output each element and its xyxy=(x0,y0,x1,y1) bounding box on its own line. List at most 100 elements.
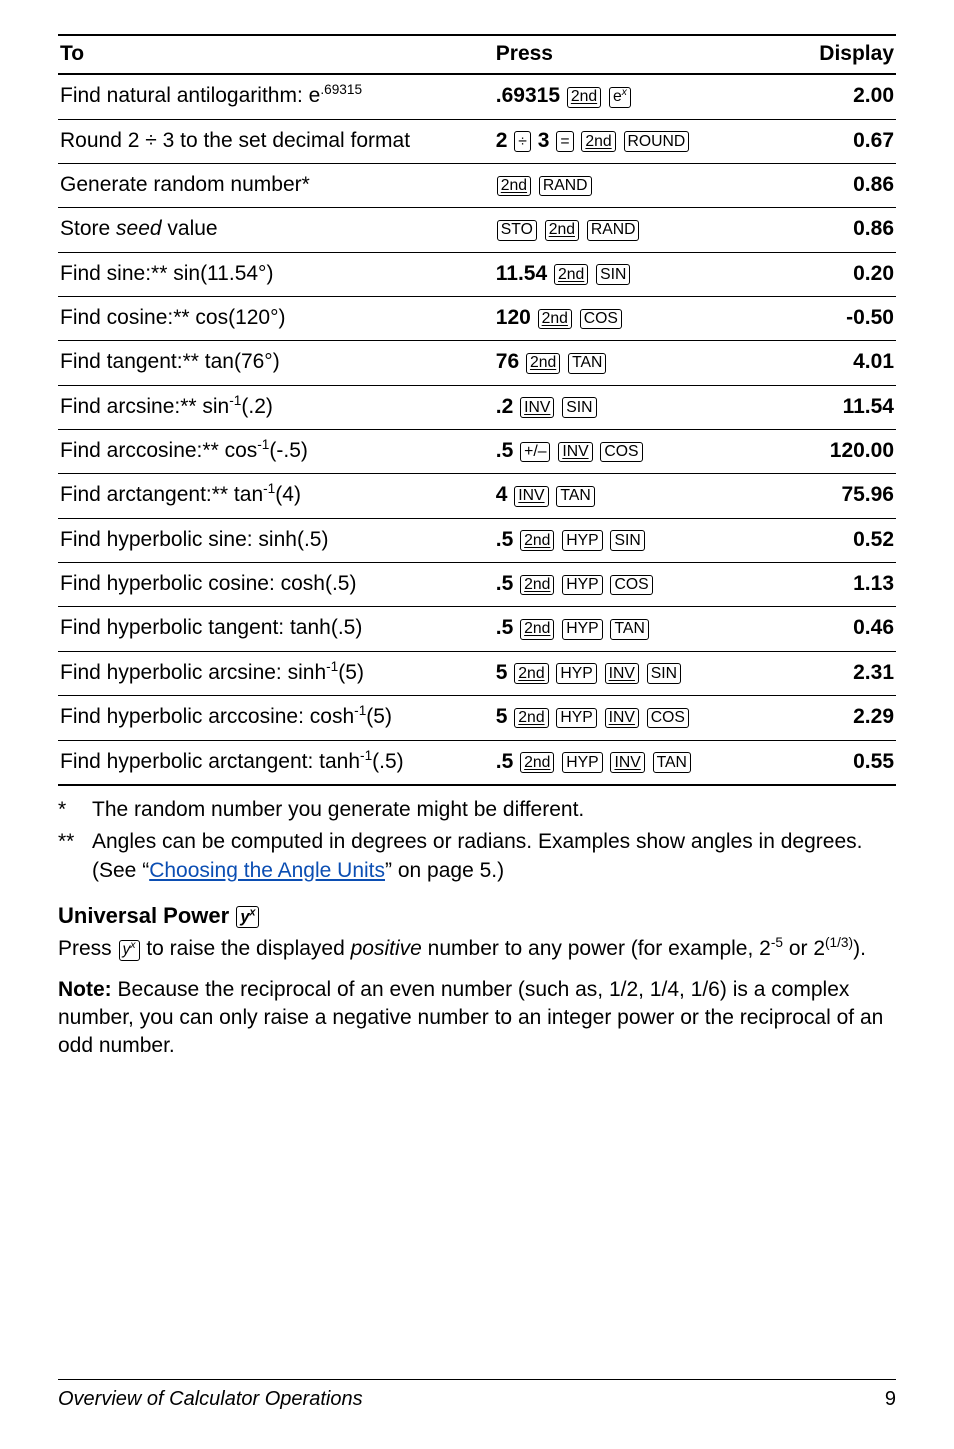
cell-display: 0.86 xyxy=(754,164,896,208)
footnote-mark: * xyxy=(58,796,92,824)
cell-to: Round 2 ÷ 3 to the set decimal format xyxy=(58,119,494,163)
cell-display: 0.52 xyxy=(754,518,896,562)
cell-press: 5 2nd HYP INV SIN xyxy=(494,651,754,695)
key-rand: RAND xyxy=(539,176,592,197)
footer-title: Overview of Calculator Operations xyxy=(58,1386,363,1413)
cell-press: .5 2nd HYP COS xyxy=(494,563,754,607)
key-2nd: 2nd xyxy=(514,708,548,729)
cell-to: Find arccosine:** cos-1(-.5) xyxy=(58,430,494,474)
cell-press: 11.54 2nd SIN xyxy=(494,252,754,296)
cell-display: 0.86 xyxy=(754,208,896,252)
table-row: Find arcsine:** sin-1(.2) .2 INV SIN 11.… xyxy=(58,385,896,429)
table-row: Find arccosine:** cos-1(-.5) .5 +/– INV … xyxy=(58,430,896,474)
footer-page-number: 9 xyxy=(885,1386,896,1413)
key-2nd: 2nd xyxy=(526,353,560,374)
key-sin: SIN xyxy=(610,530,644,551)
table-row: Find sine:** sin(11.54°) 11.54 2nd SIN 0… xyxy=(58,252,896,296)
key-sin: SIN xyxy=(647,663,681,684)
key-2nd: 2nd xyxy=(554,264,588,285)
header-press: Press xyxy=(494,35,754,74)
key-2nd: 2nd xyxy=(567,87,601,108)
cell-display: 0.67 xyxy=(754,119,896,163)
cell-press: 2nd RAND xyxy=(494,164,754,208)
key-inv: INV xyxy=(558,442,592,463)
section-heading: Universal Power yx xyxy=(58,903,896,929)
key-ex: ex xyxy=(609,87,631,108)
cell-to: Find arcsine:** sin-1(.2) xyxy=(58,385,494,429)
cell-to: Find cosine:** cos(120°) xyxy=(58,297,494,341)
cell-press: 2 ÷ 3 = 2nd ROUND xyxy=(494,119,754,163)
header-to: To xyxy=(58,35,494,74)
cell-to: Generate random number* xyxy=(58,164,494,208)
operations-table: To Press Display Find natural antilogari… xyxy=(58,34,896,786)
header-display: Display xyxy=(754,35,896,74)
cell-display: 1.13 xyxy=(754,563,896,607)
key-hyp: HYP xyxy=(562,752,602,773)
cell-display: 2.31 xyxy=(754,651,896,695)
paragraph: Press yx to raise the displayed positive… xyxy=(58,935,896,963)
key-equals: = xyxy=(556,131,573,152)
cell-press: .2 INV SIN xyxy=(494,385,754,429)
paragraph: Note: Because the reciprocal of an even … xyxy=(58,976,896,1061)
table-row: Find hyperbolic cosine: cosh(.5) .5 2nd … xyxy=(58,563,896,607)
key-tan: TAN xyxy=(556,486,594,507)
key-2nd: 2nd xyxy=(538,309,572,330)
key-inv: INV xyxy=(605,708,639,729)
cell-display: 0.20 xyxy=(754,252,896,296)
key-sin: SIN xyxy=(562,397,596,418)
table-row: Round 2 ÷ 3 to the set decimal format 2 … xyxy=(58,119,896,163)
key-cos: COS xyxy=(647,708,689,729)
key-2nd: 2nd xyxy=(581,131,615,152)
table-row: Find cosine:** cos(120°) 120 2nd COS -0.… xyxy=(58,297,896,341)
table-row: Find arctangent:** tan-1(4) 4 INV TAN 75… xyxy=(58,474,896,518)
cell-display: 0.46 xyxy=(754,607,896,651)
table-row: Find hyperbolic arccosine: cosh-1(5) 5 2… xyxy=(58,696,896,740)
key-cos: COS xyxy=(600,442,642,463)
cell-press: 76 2nd TAN xyxy=(494,341,754,385)
key-cos: COS xyxy=(580,309,622,330)
cell-to: Find hyperbolic tangent: tanh(.5) xyxy=(58,607,494,651)
key-2nd: 2nd xyxy=(520,575,554,596)
key-inv: INV xyxy=(514,486,548,507)
key-yx: yx xyxy=(119,940,140,961)
key-hyp: HYP xyxy=(556,708,596,729)
key-round: ROUND xyxy=(624,131,690,152)
cell-press: .5 2nd HYP INV TAN xyxy=(494,740,754,785)
key-2nd: 2nd xyxy=(520,530,554,551)
cell-press: .5 +/– INV COS xyxy=(494,430,754,474)
key-hyp: HYP xyxy=(562,575,602,596)
link-angle-units[interactable]: Choosing the Angle Units xyxy=(149,859,385,882)
key-hyp: HYP xyxy=(562,619,602,640)
cell-to: Find natural antilogarithm: e.69315 xyxy=(58,74,494,119)
table-row: Find hyperbolic arcsine: sinh-1(5) 5 2nd… xyxy=(58,651,896,695)
table-row: Find hyperbolic tangent: tanh(.5) .5 2nd… xyxy=(58,607,896,651)
footnote-mark: ** xyxy=(58,828,92,885)
cell-display: 2.00 xyxy=(754,74,896,119)
key-2nd: 2nd xyxy=(520,752,554,773)
cell-display: 0.55 xyxy=(754,740,896,785)
table-row: Find natural antilogarithm: e.69315 .693… xyxy=(58,74,896,119)
key-rand: RAND xyxy=(587,220,640,241)
key-2nd: 2nd xyxy=(497,176,531,197)
cell-to: Find hyperbolic cosine: cosh(.5) xyxy=(58,563,494,607)
key-2nd: 2nd xyxy=(514,663,548,684)
key-divide: ÷ xyxy=(514,131,531,152)
cell-display: -0.50 xyxy=(754,297,896,341)
footnote-text: The random number you generate might be … xyxy=(92,796,896,824)
key-yx: yx xyxy=(236,906,259,928)
key-inv: INV xyxy=(610,752,644,773)
key-sign: +/– xyxy=(520,442,550,463)
cell-display: 75.96 xyxy=(754,474,896,518)
key-sto: STO xyxy=(497,220,537,241)
table-row: Generate random number* 2nd RAND 0.86 xyxy=(58,164,896,208)
cell-to: Find tangent:** tan(76°) xyxy=(58,341,494,385)
footnotes: * The random number you generate might b… xyxy=(58,796,896,885)
key-hyp: HYP xyxy=(562,530,602,551)
cell-press: 120 2nd COS xyxy=(494,297,754,341)
cell-press: .5 2nd HYP TAN xyxy=(494,607,754,651)
key-sin: SIN xyxy=(596,264,630,285)
key-tan: TAN xyxy=(653,752,691,773)
page-footer: Overview of Calculator Operations 9 xyxy=(58,1379,896,1413)
key-tan: TAN xyxy=(610,619,648,640)
cell-press: 4 INV TAN xyxy=(494,474,754,518)
